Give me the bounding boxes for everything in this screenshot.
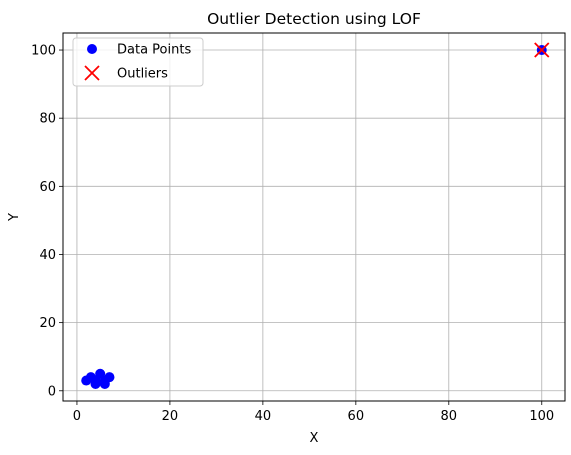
y-axis-ticks: 0 20 40 60 80 100 xyxy=(31,44,63,399)
legend: Data Points Outliers xyxy=(72,37,204,87)
legend-marker-data-points xyxy=(87,44,97,54)
x-tick-label: 60 xyxy=(348,409,365,424)
outlier-marker xyxy=(534,42,550,58)
x-tick-label: 80 xyxy=(441,409,458,424)
x-axis-ticks: 0 20 40 60 80 100 xyxy=(73,401,554,424)
y-tick-label: 100 xyxy=(31,44,56,59)
legend-marker-outliers xyxy=(84,65,100,81)
x-axis-label: X xyxy=(310,431,319,446)
legend-label-outliers: Outliers xyxy=(117,67,168,82)
y-tick-label: 80 xyxy=(39,112,56,127)
data-points xyxy=(81,42,550,389)
data-point xyxy=(99,378,110,389)
legend-label-data-points: Data Points xyxy=(117,43,191,58)
grid xyxy=(63,33,565,401)
y-tick-label: 60 xyxy=(39,180,56,195)
y-axis-label: Y xyxy=(7,213,22,222)
x-tick-label: 100 xyxy=(529,409,554,424)
x-tick-label: 20 xyxy=(162,409,179,424)
x-tick-label: 40 xyxy=(255,409,272,424)
legend-box xyxy=(72,37,204,87)
data-point xyxy=(90,375,101,386)
chart-title: Outlier Detection using LOF xyxy=(207,10,421,28)
y-tick-label: 20 xyxy=(39,316,56,331)
plot-frame xyxy=(62,32,566,402)
y-tick-label: 40 xyxy=(39,248,56,263)
x-tick-label: 0 xyxy=(73,409,81,424)
y-tick-label: 0 xyxy=(48,384,56,399)
